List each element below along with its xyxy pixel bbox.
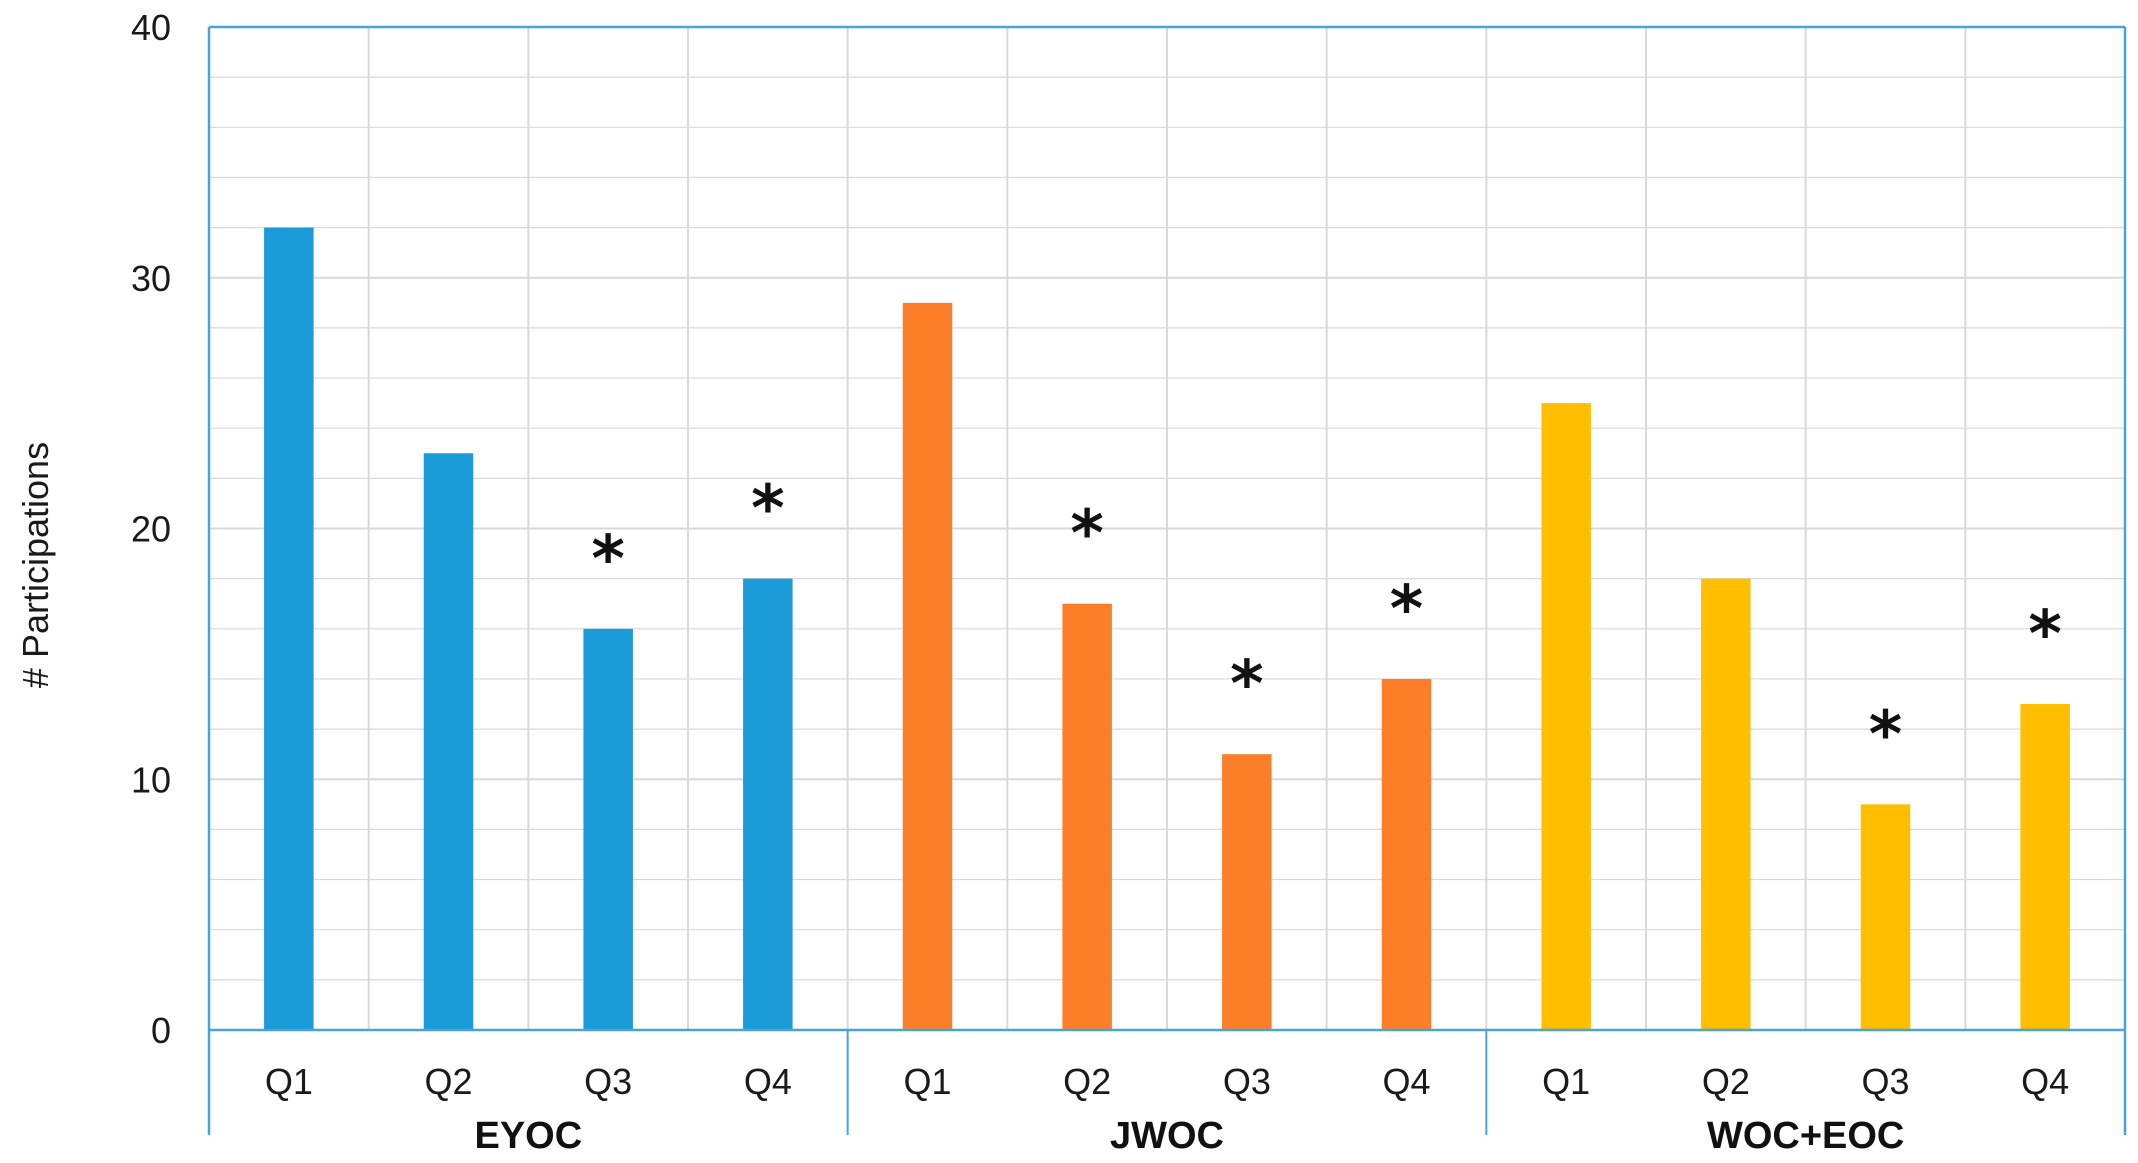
x-category-label: Q1 [903,1061,951,1102]
bar-jwoc-q2 [1062,603,1112,1030]
significance-star: * [1390,573,1423,647]
x-category-label: Q4 [1382,1061,1430,1102]
x-category-label: Q2 [1063,1061,1111,1102]
labels-layer: 0 10 20 30 40 Q1 Q2 Q3 * Q4 * EYOC Q1 Q2 * Q3 * Q4 * JWOC Q1… [131,7,2069,1157]
significance-star: * [2028,598,2061,672]
grid-layer [209,26,2125,1030]
x-category-label: Q4 [744,1061,792,1102]
bar-eyoc-q1 [264,227,314,1031]
bar-woc-eoc-q3 [1860,804,1911,1030]
y-tick-label: 10 [131,759,171,800]
significance-star: * [591,523,624,597]
bar-woc-eoc-q4 [2020,704,2070,1030]
y-tick-label: 0 [151,1010,171,1051]
bar-eyoc-q3 [583,628,633,1030]
y-tick-label: 40 [131,7,171,48]
x-group-label: EYOC [474,1115,582,1157]
bars-layer [264,227,2070,1031]
frame-layer [207,25,2127,1135]
y-axis-title: # Participations [15,442,56,688]
x-category-label: Q4 [2021,1061,2069,1102]
x-group-label: JWOC [1110,1115,1224,1157]
x-category-label: Q3 [1861,1061,1909,1102]
significance-star: * [1869,698,1902,772]
y-tick-label: 20 [131,509,171,550]
x-category-label: Q1 [265,1061,313,1102]
significance-star: * [1230,648,1263,722]
x-group-label: WOC+EOC [1707,1115,1904,1157]
significance-star: * [751,473,784,547]
x-category-label: Q3 [1223,1061,1271,1102]
bar-jwoc-q4 [1381,678,1432,1030]
bar-jwoc-q1 [902,302,953,1030]
bar-woc-eoc-q2 [1701,578,1751,1030]
significance-star: * [1070,498,1103,572]
bar-eyoc-q4 [743,578,793,1030]
bar-woc-eoc-q1 [1541,403,1591,1030]
bar-jwoc-q3 [1222,754,1272,1030]
x-category-label: Q2 [1702,1061,1750,1102]
bar-eyoc-q2 [423,453,474,1030]
x-category-label: Q1 [1542,1061,1590,1102]
x-category-label: Q3 [584,1061,632,1102]
y-tick-label: 30 [131,258,171,299]
x-category-label: Q2 [424,1061,472,1102]
